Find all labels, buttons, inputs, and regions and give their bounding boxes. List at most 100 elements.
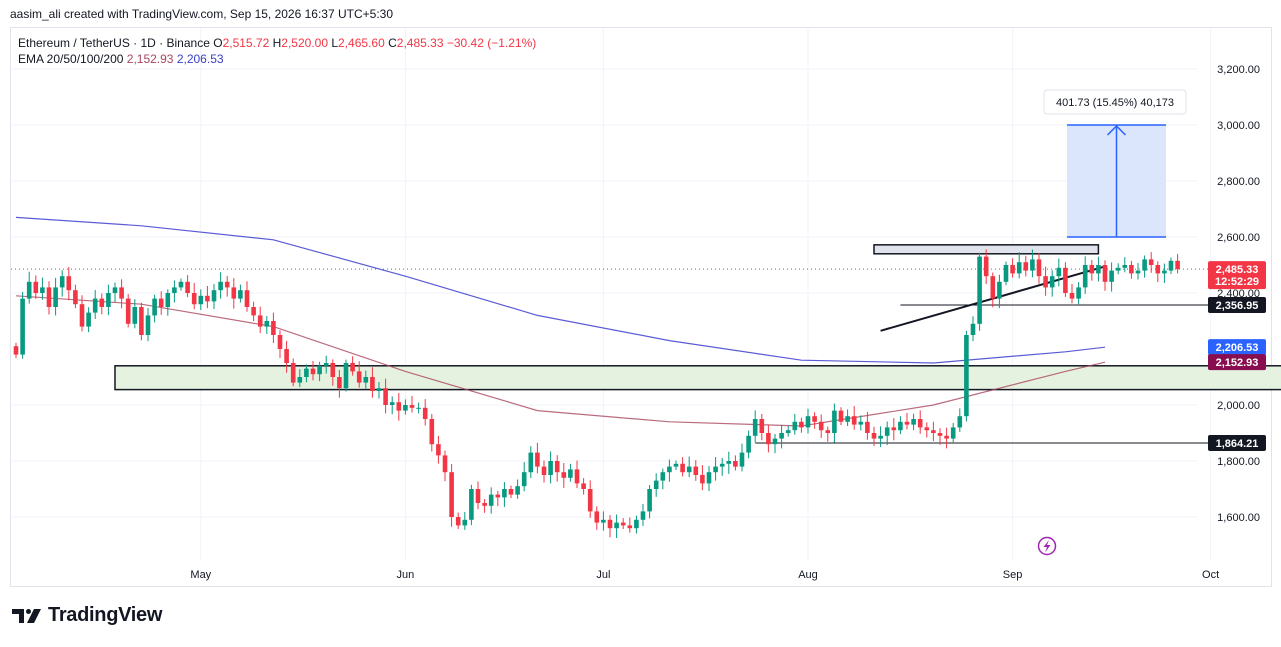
candle[interactable] [323,355,329,374]
candle[interactable] [838,407,844,426]
candle[interactable] [581,478,586,495]
candle[interactable] [607,515,613,538]
event-lightning-icon[interactable] [1037,536,1057,556]
candle[interactable] [99,293,105,315]
candle[interactable] [568,463,573,482]
candle[interactable] [1036,253,1042,284]
candle[interactable] [1102,260,1108,291]
candle[interactable] [310,361,316,381]
candle[interactable] [46,281,52,315]
candle[interactable] [370,367,375,398]
candle[interactable] [706,466,712,491]
candle[interactable] [1162,263,1167,283]
candle[interactable] [1023,255,1029,277]
candle[interactable] [119,279,124,309]
candle[interactable] [475,481,481,510]
candle[interactable] [667,459,672,482]
ema-label[interactable]: EMA 20/50/100/200 [18,52,124,66]
candle[interactable] [799,417,804,433]
candle[interactable] [389,396,395,415]
candle[interactable] [20,291,25,359]
candle[interactable] [1063,262,1068,297]
candle[interactable] [871,426,877,447]
candle[interactable] [264,315,270,334]
candle[interactable] [449,464,454,527]
candle[interactable] [574,460,580,489]
candle[interactable] [746,430,751,459]
candle[interactable] [125,294,131,328]
candle[interactable] [350,356,355,376]
candle[interactable] [891,418,897,441]
candle[interactable] [416,402,421,414]
candle[interactable] [983,249,989,285]
candle[interactable] [772,433,778,454]
candle[interactable] [779,424,784,449]
candle[interactable] [482,499,487,513]
candle[interactable] [601,511,606,531]
candle[interactable] [59,270,65,297]
candle[interactable] [218,272,223,299]
candle[interactable] [521,462,527,492]
chart-frame[interactable] [10,27,1272,587]
candle[interactable] [917,410,923,434]
candle[interactable] [627,517,633,533]
candle[interactable] [554,455,560,482]
candle[interactable] [594,506,600,530]
candle[interactable] [1096,256,1101,282]
candle[interactable] [178,278,184,291]
candle[interactable] [904,412,910,430]
candle[interactable] [396,392,402,421]
candle[interactable] [865,412,870,440]
candle[interactable] [1030,249,1035,278]
candle[interactable] [455,512,461,530]
candle[interactable] [172,280,177,303]
candle[interactable] [356,361,362,388]
candle[interactable] [1076,282,1081,305]
price-axis[interactable]: 3,200.00 3,000.00 2,800.00 2,600.00 2,400.00… [1217,64,1260,524]
candle[interactable] [726,451,732,474]
candle[interactable] [759,413,765,441]
candle[interactable] [165,289,171,316]
symbol-label[interactable]: Ethereum / TetherUS · 1D · Binance [18,36,210,50]
candle[interactable] [792,413,798,435]
candle[interactable] [1049,270,1055,297]
candle[interactable] [1082,256,1088,294]
candle[interactable] [1109,262,1114,292]
candle[interactable] [422,399,428,426]
candle[interactable] [944,427,949,449]
candle[interactable] [429,413,435,452]
candle[interactable] [739,443,745,472]
candle[interactable] [957,408,963,432]
candle[interactable] [403,399,408,415]
candle[interactable] [884,421,890,446]
candle[interactable] [1148,252,1154,273]
candle[interactable] [1142,255,1147,278]
candle[interactable] [79,295,85,332]
candle[interactable] [508,485,514,498]
candle[interactable] [713,457,718,481]
candle[interactable] [290,358,296,387]
candle[interactable] [878,426,883,447]
candle[interactable] [680,457,685,477]
candle[interactable] [990,272,996,308]
candle[interactable] [931,421,936,442]
candle[interactable] [224,275,230,297]
candle[interactable] [106,284,111,316]
candle[interactable] [1069,284,1075,304]
candle[interactable] [1016,252,1022,279]
candle[interactable] [1089,259,1095,281]
candle[interactable] [541,460,547,483]
candle[interactable] [112,282,118,302]
candle[interactable] [257,306,263,334]
candle[interactable] [304,364,309,383]
candle[interactable] [660,468,666,490]
candle[interactable] [548,451,553,484]
candle[interactable] [139,302,144,341]
candle[interactable] [634,515,639,534]
candle[interactable] [343,359,349,392]
candle[interactable] [271,312,276,344]
candle[interactable] [211,284,217,309]
candle[interactable] [1175,254,1180,274]
candle[interactable] [244,281,250,312]
candle[interactable] [752,410,758,443]
